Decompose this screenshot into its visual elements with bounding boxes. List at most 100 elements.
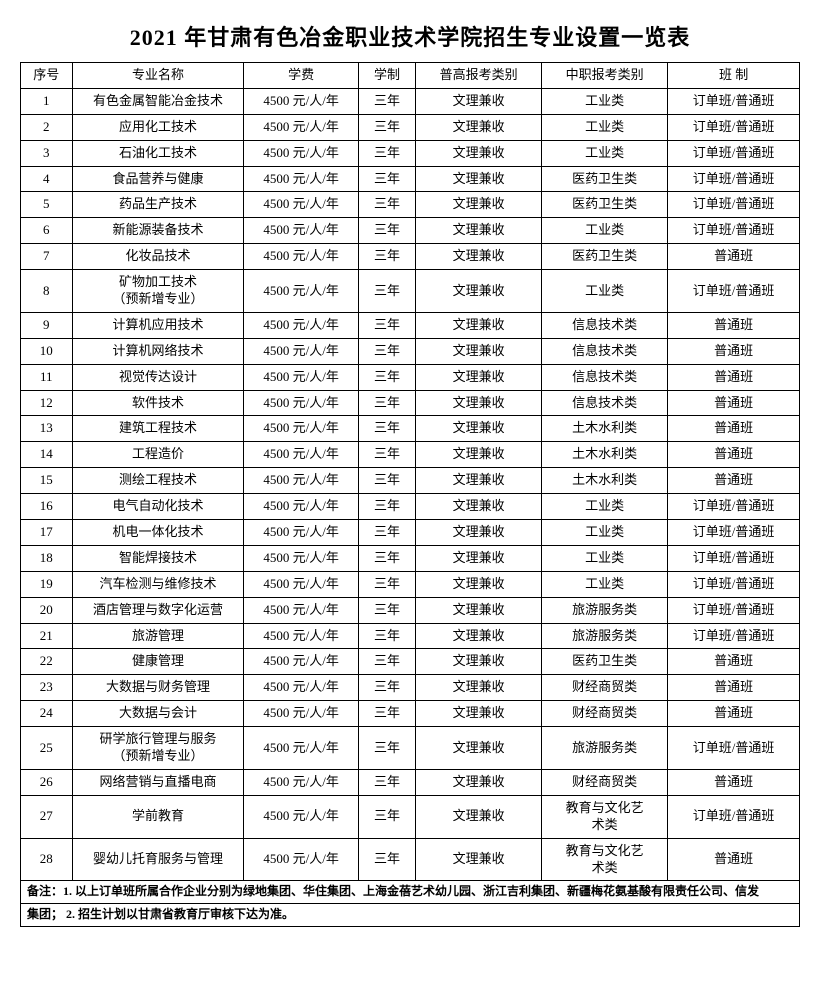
- cell-general-category: 文理兼收: [416, 166, 542, 192]
- footnote-text-2: 集团； 2. 招生计划以甘肃省教育厅审核下达为准。: [21, 903, 800, 926]
- cell-duration: 三年: [358, 675, 415, 701]
- cell-fee: 4500 元/人/年: [244, 442, 359, 468]
- cell-duration: 三年: [358, 727, 415, 770]
- table-row: 5药品生产技术4500 元/人/年三年文理兼收医药卫生类订单班/普通班: [21, 192, 800, 218]
- table-row: 16电气自动化技术4500 元/人/年三年文理兼收工业类订单班/普通班: [21, 494, 800, 520]
- cell-seq: 13: [21, 416, 73, 442]
- cell-seq: 2: [21, 114, 73, 140]
- cell-class-type: 订单班/普通班: [668, 494, 800, 520]
- cell-seq: 5: [21, 192, 73, 218]
- table-row: 23大数据与财务管理4500 元/人/年三年文理兼收财经商贸类普通班: [21, 675, 800, 701]
- cell-name: 旅游管理: [72, 623, 244, 649]
- cell-duration: 三年: [358, 244, 415, 270]
- cell-vocational-category: 医药卫生类: [542, 192, 668, 218]
- cell-fee: 4500 元/人/年: [244, 571, 359, 597]
- cell-fee: 4500 元/人/年: [244, 244, 359, 270]
- col-header-fee: 学费: [244, 63, 359, 89]
- cell-vocational-category: 信息技术类: [542, 338, 668, 364]
- table-row: 4食品营养与健康4500 元/人/年三年文理兼收医药卫生类订单班/普通班: [21, 166, 800, 192]
- cell-fee: 4500 元/人/年: [244, 675, 359, 701]
- table-row: 10计算机网络技术4500 元/人/年三年文理兼收信息技术类普通班: [21, 338, 800, 364]
- cell-class-type: 订单班/普通班: [668, 166, 800, 192]
- cell-vocational-category: 旅游服务类: [542, 623, 668, 649]
- cell-fee: 4500 元/人/年: [244, 114, 359, 140]
- cell-name: 矿物加工技术 （预新增专业）: [72, 270, 244, 313]
- table-header-row: 序号 专业名称 学费 学制 普高报考类别 中职报考类别 班 制: [21, 63, 800, 89]
- table-row: 15测绘工程技术4500 元/人/年三年文理兼收土木水利类普通班: [21, 468, 800, 494]
- cell-vocational-category: 工业类: [542, 520, 668, 546]
- cell-seq: 6: [21, 218, 73, 244]
- cell-duration: 三年: [358, 364, 415, 390]
- cell-vocational-category: 财经商贸类: [542, 769, 668, 795]
- footnote-row: 集团； 2. 招生计划以甘肃省教育厅审核下达为准。: [21, 903, 800, 926]
- cell-class-type: 订单班/普通班: [668, 623, 800, 649]
- cell-class-type: 普通班: [668, 338, 800, 364]
- cell-fee: 4500 元/人/年: [244, 218, 359, 244]
- cell-class-type: 普通班: [668, 244, 800, 270]
- cell-fee: 4500 元/人/年: [244, 769, 359, 795]
- cell-name: 婴幼儿托育服务与管理: [72, 838, 244, 881]
- cell-seq: 15: [21, 468, 73, 494]
- cell-fee: 4500 元/人/年: [244, 701, 359, 727]
- col-header-class-type: 班 制: [668, 63, 800, 89]
- cell-class-type: 订单班/普通班: [668, 597, 800, 623]
- col-header-general-category: 普高报考类别: [416, 63, 542, 89]
- table-row: 25研学旅行管理与服务 （预新增专业）4500 元/人/年三年文理兼收旅游服务类…: [21, 727, 800, 770]
- cell-fee: 4500 元/人/年: [244, 416, 359, 442]
- cell-seq: 4: [21, 166, 73, 192]
- cell-fee: 4500 元/人/年: [244, 597, 359, 623]
- cell-duration: 三年: [358, 494, 415, 520]
- cell-seq: 8: [21, 270, 73, 313]
- cell-fee: 4500 元/人/年: [244, 338, 359, 364]
- cell-name: 研学旅行管理与服务 （预新增专业）: [72, 727, 244, 770]
- table-row: 24大数据与会计4500 元/人/年三年文理兼收财经商贸类普通班: [21, 701, 800, 727]
- majors-table: 序号 专业名称 学费 学制 普高报考类别 中职报考类别 班 制 1有色金属智能冶…: [20, 62, 800, 927]
- cell-class-type: 订单班/普通班: [668, 114, 800, 140]
- table-row: 26网络营销与直播电商4500 元/人/年三年文理兼收财经商贸类普通班: [21, 769, 800, 795]
- col-header-duration: 学制: [358, 63, 415, 89]
- cell-fee: 4500 元/人/年: [244, 468, 359, 494]
- cell-duration: 三年: [358, 416, 415, 442]
- col-header-vocational-category: 中职报考类别: [542, 63, 668, 89]
- cell-name: 大数据与财务管理: [72, 675, 244, 701]
- cell-fee: 4500 元/人/年: [244, 270, 359, 313]
- cell-class-type: 订单班/普通班: [668, 545, 800, 571]
- cell-duration: 三年: [358, 571, 415, 597]
- cell-vocational-category: 财经商贸类: [542, 675, 668, 701]
- cell-seq: 19: [21, 571, 73, 597]
- cell-seq: 23: [21, 675, 73, 701]
- cell-duration: 三年: [358, 166, 415, 192]
- cell-seq: 21: [21, 623, 73, 649]
- cell-name: 酒店管理与数字化运营: [72, 597, 244, 623]
- col-header-seq: 序号: [21, 63, 73, 89]
- table-row: 21旅游管理4500 元/人/年三年文理兼收旅游服务类订单班/普通班: [21, 623, 800, 649]
- cell-vocational-category: 工业类: [542, 218, 668, 244]
- cell-name: 健康管理: [72, 649, 244, 675]
- cell-name: 电气自动化技术: [72, 494, 244, 520]
- cell-class-type: 订单班/普通班: [668, 571, 800, 597]
- cell-vocational-category: 教育与文化艺 术类: [542, 795, 668, 838]
- cell-duration: 三年: [358, 218, 415, 244]
- cell-duration: 三年: [358, 270, 415, 313]
- table-row: 12软件技术4500 元/人/年三年文理兼收信息技术类普通班: [21, 390, 800, 416]
- cell-fee: 4500 元/人/年: [244, 520, 359, 546]
- cell-vocational-category: 旅游服务类: [542, 597, 668, 623]
- cell-duration: 三年: [358, 114, 415, 140]
- cell-duration: 三年: [358, 623, 415, 649]
- cell-vocational-category: 工业类: [542, 114, 668, 140]
- cell-vocational-category: 土木水利类: [542, 416, 668, 442]
- cell-name: 汽车检测与维修技术: [72, 571, 244, 597]
- cell-general-category: 文理兼收: [416, 838, 542, 881]
- col-header-name: 专业名称: [72, 63, 244, 89]
- cell-seq: 27: [21, 795, 73, 838]
- cell-vocational-category: 土木水利类: [542, 468, 668, 494]
- cell-duration: 三年: [358, 649, 415, 675]
- cell-fee: 4500 元/人/年: [244, 795, 359, 838]
- cell-class-type: 订单班/普通班: [668, 192, 800, 218]
- cell-class-type: 普通班: [668, 468, 800, 494]
- cell-vocational-category: 工业类: [542, 494, 668, 520]
- cell-name: 应用化工技术: [72, 114, 244, 140]
- cell-class-type: 订单班/普通班: [668, 270, 800, 313]
- cell-general-category: 文理兼收: [416, 114, 542, 140]
- cell-name: 计算机应用技术: [72, 312, 244, 338]
